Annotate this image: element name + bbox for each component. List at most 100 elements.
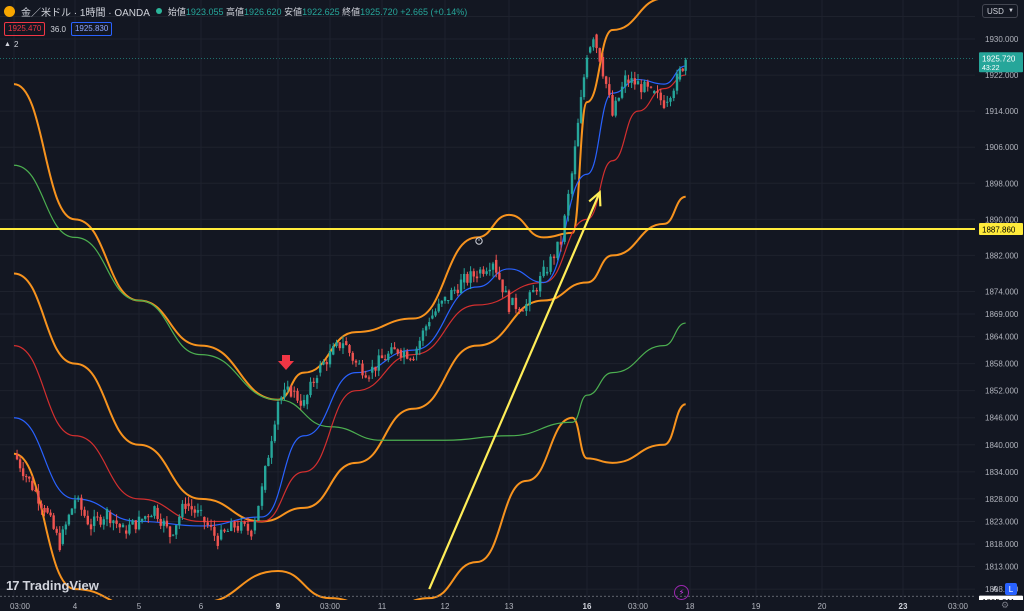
candle-body bbox=[573, 146, 577, 175]
price-tick-label: 1813.000 bbox=[985, 563, 1019, 572]
candle-body bbox=[21, 468, 25, 477]
candle-body bbox=[315, 378, 319, 383]
price-tick-label: 1828.000 bbox=[985, 495, 1019, 504]
candle-body bbox=[614, 100, 617, 116]
series-line-bollinger-upper-0 bbox=[13, 0, 660, 401]
price-tick-label: 1874.000 bbox=[985, 287, 1019, 296]
time-tick-label: 12 bbox=[441, 602, 450, 610]
gear-icon[interactable]: ⚙ bbox=[1001, 600, 1010, 610]
candle-body bbox=[121, 524, 125, 528]
candle-body bbox=[672, 90, 675, 99]
bid-price-pill[interactable]: 1925.470 bbox=[4, 22, 46, 36]
candle-body bbox=[659, 92, 662, 101]
candle-body bbox=[137, 516, 141, 530]
candle-body bbox=[443, 296, 447, 301]
candle-body bbox=[52, 515, 55, 529]
trend-arrow[interactable] bbox=[428, 189, 602, 590]
price-tick-label: 1808.000 bbox=[985, 585, 1019, 594]
svg-text:1887.860: 1887.860 bbox=[982, 226, 1016, 235]
price-axis[interactable]: 1930.000 1922.000 1914.000 1906.000 1898.000… bbox=[975, 0, 1024, 610]
series-line-bollinger-mid-2 bbox=[13, 195, 686, 523]
candle-body bbox=[199, 509, 203, 511]
candle-body bbox=[545, 271, 549, 274]
auto-scale-button[interactable]: A bbox=[992, 584, 998, 594]
candle-body bbox=[640, 84, 643, 93]
tradingview-logo[interactable]: 17 TradingView bbox=[6, 578, 99, 593]
log-scale-button[interactable]: L bbox=[1005, 583, 1017, 595]
horizontal-lines[interactable]: 1887.8601805.211 bbox=[0, 223, 1023, 608]
candle-body bbox=[165, 520, 169, 527]
candle-body bbox=[73, 500, 77, 509]
symbol-title[interactable]: 金／米ドル · 1時間 · OANDA bbox=[21, 7, 150, 19]
candle-body bbox=[678, 68, 682, 80]
candle-body bbox=[250, 530, 253, 537]
spread-value: 36.0 bbox=[50, 24, 66, 34]
candle-body bbox=[409, 358, 412, 360]
candle-body bbox=[34, 490, 37, 492]
price-tick-label: 1914.000 bbox=[985, 107, 1019, 116]
candle-body bbox=[412, 358, 415, 361]
candle-body bbox=[270, 441, 273, 458]
ask-price-pill[interactable]: 1925.830 bbox=[70, 22, 113, 36]
candle-body bbox=[624, 75, 627, 87]
candle-body bbox=[482, 269, 485, 274]
candle-body bbox=[341, 343, 345, 349]
candle-body bbox=[58, 532, 61, 551]
trend-arrow-line[interactable] bbox=[428, 191, 601, 590]
candle-body bbox=[253, 520, 257, 531]
candle-body bbox=[181, 503, 184, 517]
price-tick-label: 1922.000 bbox=[985, 71, 1019, 80]
price-tick-label: 1858.000 bbox=[985, 360, 1019, 369]
indicators-toggle[interactable]: ▲ 2 bbox=[4, 40, 18, 49]
candle-body bbox=[532, 290, 535, 293]
candle-body bbox=[585, 57, 589, 78]
candle-body bbox=[598, 48, 601, 62]
candle-body bbox=[49, 512, 52, 516]
candle-body bbox=[662, 100, 666, 108]
candle-body bbox=[371, 366, 374, 373]
candle-body bbox=[61, 529, 64, 544]
tradingview-mark-icon: 17 bbox=[6, 578, 20, 593]
candle-body bbox=[675, 73, 679, 91]
candle-body bbox=[345, 341, 348, 346]
candle-body bbox=[28, 476, 31, 479]
candle-body bbox=[328, 350, 332, 365]
candle-body bbox=[498, 272, 501, 280]
candle-body bbox=[171, 534, 175, 536]
candle-body bbox=[456, 289, 459, 294]
lightning-icon[interactable]: ⚡ bbox=[674, 585, 689, 600]
candle-body bbox=[453, 289, 456, 291]
candle-body bbox=[206, 522, 209, 526]
time-axis[interactable]: 03:00 4 5 6 9 03:00 11 12 13 16 03:00 18 19 20 23 03:00 bbox=[0, 600, 1024, 610]
candle-body bbox=[226, 530, 230, 532]
candle-body bbox=[518, 308, 521, 311]
candle-body bbox=[15, 453, 19, 460]
candle-body bbox=[309, 381, 312, 396]
candle-body bbox=[286, 386, 289, 390]
candle-body bbox=[264, 466, 267, 490]
candle-body bbox=[216, 535, 219, 546]
candle-body bbox=[178, 516, 181, 526]
candle-body bbox=[364, 375, 367, 378]
candle-body bbox=[267, 457, 270, 467]
candle-body bbox=[542, 266, 545, 277]
candle-body bbox=[147, 516, 150, 518]
candle-body bbox=[325, 362, 328, 365]
ohlc-values: 始値1923.055 高値1926.620 安値1922.625 終値1925.… bbox=[167, 6, 468, 17]
candle-body bbox=[620, 86, 624, 98]
candle-body bbox=[105, 508, 109, 520]
candle-body bbox=[538, 276, 542, 292]
candle-body bbox=[115, 520, 118, 524]
time-tick-label: 9 bbox=[276, 602, 281, 610]
candle-body bbox=[608, 84, 611, 95]
time-tick-label: 18 bbox=[686, 602, 695, 610]
candle-body bbox=[203, 516, 206, 523]
candle-body bbox=[70, 508, 74, 515]
candle-body bbox=[257, 505, 260, 521]
candle-body bbox=[361, 363, 364, 376]
currency-selector[interactable]: USD ▼ bbox=[982, 4, 1018, 18]
candle-body bbox=[653, 91, 656, 94]
chevron-up-icon: ▲ bbox=[4, 41, 11, 48]
candle-body bbox=[504, 290, 507, 293]
